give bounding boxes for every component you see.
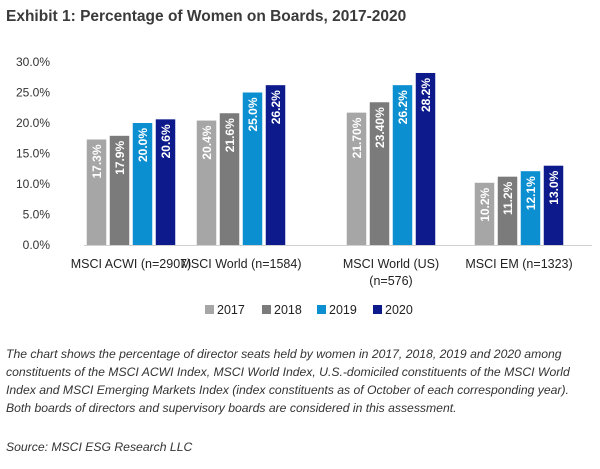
- axis-layer: 0.0% 5.0% 10.0% 15.0% 20.0% 25.0% 30.0%: [16, 55, 592, 252]
- category-label: (n=576): [369, 274, 412, 288]
- legend-swatch: [317, 305, 326, 314]
- y-tick-label: 10.0%: [16, 177, 50, 191]
- category-label-layer: MSCI ACWI (n=2907)MSCI World (n=1584) MSC…: [71, 257, 573, 288]
- y-tick-label: 0.0%: [23, 238, 51, 252]
- bar-2018: [109, 135, 130, 245]
- y-tick-label: 5.0%: [23, 208, 51, 222]
- legend-label: 2020: [385, 303, 413, 317]
- legend-swatch: [205, 305, 214, 314]
- bar-2020: [415, 72, 436, 245]
- bar-2019: [392, 85, 413, 246]
- data-label: 17.3%: [90, 144, 104, 178]
- y-tick-label: 25.0%: [16, 86, 50, 100]
- bar-2017: [474, 182, 495, 245]
- data-label: 20.6%: [159, 124, 173, 158]
- bar-2017: [196, 120, 217, 245]
- bar-2018: [497, 176, 518, 245]
- data-label: 20.0%: [136, 128, 150, 162]
- legend-label: 2019: [329, 303, 357, 317]
- data-label: 26.2%: [269, 90, 283, 124]
- y-tick-label: 30.0%: [16, 55, 50, 69]
- bar-2020: [155, 119, 176, 245]
- data-label: 28.2%: [419, 78, 433, 112]
- bar-2017: [86, 139, 107, 245]
- legend-label: 2018: [274, 303, 302, 317]
- bar-2020: [265, 85, 286, 246]
- bar-2017: [346, 112, 367, 245]
- data-label: 17.9%: [113, 140, 127, 174]
- category-label: MSCI World (n=1584): [181, 257, 302, 271]
- y-tick-label: 15.0%: [16, 147, 50, 161]
- category-label: MSCI EM (n=1323): [465, 257, 572, 271]
- data-label: 20.4%: [200, 125, 214, 159]
- category-label: MSCI ACWI (n=2907): [71, 257, 192, 271]
- legend: 2017 2018 2019 2020: [205, 303, 413, 317]
- data-label: 21.6%: [223, 118, 237, 152]
- data-label: 10.2%: [478, 187, 492, 221]
- data-label: 26.2%: [396, 90, 410, 124]
- data-label: 12.1%: [524, 176, 538, 210]
- bar-2018: [219, 113, 240, 246]
- bar-chart: 0.0% 5.0% 10.0% 15.0% 20.0% 25.0% 30.0% 17.3% 2…: [16, 55, 592, 317]
- legend-swatch: [373, 305, 382, 314]
- data-label: 21.70%: [350, 117, 364, 158]
- bar-2020: [543, 165, 564, 245]
- data-label: 25.0%: [246, 97, 260, 131]
- category-label: MSCI World (US): [343, 257, 439, 271]
- legend-label: 2017: [217, 303, 245, 317]
- bar-2019: [132, 123, 153, 245]
- y-tick-label: 20.0%: [16, 116, 50, 130]
- data-label: 13.0%: [547, 170, 561, 204]
- chart-caption: The chart shows the percentage of direct…: [6, 347, 570, 415]
- bar-2019: [520, 171, 541, 245]
- chart-title: Exhibit 1: Percentage of Women on Boards…: [6, 8, 407, 25]
- data-label: 11.2%: [501, 181, 515, 215]
- data-label: 23.40%: [373, 107, 387, 148]
- chart-source: Source: MSCI ESG Research LLC: [6, 440, 193, 454]
- bar-layer: 17.3% 20.4% 21.70% 10.2% 17.9% 21.6% 23.40% 11.…: [86, 72, 564, 246]
- legend-swatch: [262, 305, 271, 314]
- bar-2019: [242, 92, 263, 245]
- bar-2018: [369, 102, 390, 245]
